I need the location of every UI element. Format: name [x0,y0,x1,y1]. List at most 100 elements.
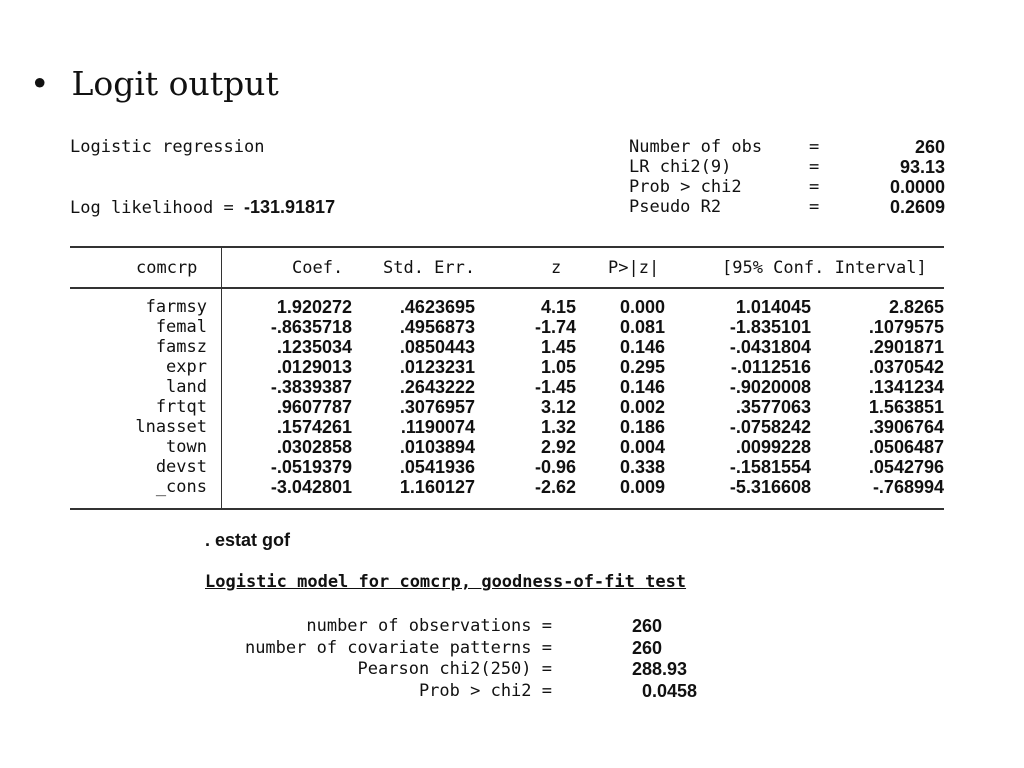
gof-value: 0.0458 [632,681,698,701]
slide-title-text: Logit output [71,64,279,103]
gof-row: Pearson chi2(250) = 288.93 [200,659,730,681]
cell-se: .3076957 [399,397,475,417]
cell-p: 0.000 [619,297,665,317]
cell-ci-low: -.9020008 [729,377,811,397]
cell-p: 0.004 [619,437,665,457]
gof-row: number of covariate patterns = 260 [200,638,730,660]
cell-var: frtqt [155,397,207,417]
stat-value: 0.0000 [889,177,945,197]
cell-var: land [166,377,207,397]
cell-coef: -.8635718 [270,317,352,337]
table-row: town .0302858 .0103894 2.92 0.004 .0099228 .05… [70,437,944,457]
cell-coef: 1.920272 [276,297,352,317]
stat-row: Number of obs = 260 [629,137,945,157]
cell-p: 0.295 [619,357,665,377]
cell-coef: .0302858 [276,437,352,457]
cell-z: -0.96 [534,457,576,477]
cell-z: 4.15 [540,297,576,317]
cell-coef: -3.042801 [270,477,352,497]
cell-ci-low: -5.316608 [729,477,811,497]
stat-label: LR chi2(9) [629,157,732,177]
cell-ci-low: .0099228 [735,437,811,457]
cell-se: 1.160127 [399,477,475,497]
cell-ci-high: .1341234 [868,377,944,397]
column-header-z: z [551,258,562,278]
gof-row: number of observations = 260 [200,616,730,638]
gof-title: Logistic model for comcrp, goodness-of-f… [205,572,687,592]
cell-p: 0.009 [619,477,665,497]
cell-coef: .1574261 [276,417,352,437]
cell-z: 3.12 [540,397,576,417]
slide-title: • Logit output [30,64,279,103]
gof-value: 260 [632,616,663,636]
cell-coef: .1235034 [276,337,352,357]
table-row: _cons -3.042801 1.160127 -2.62 0.009 -5.31660… [70,477,944,497]
table-rule-bottom [70,508,944,510]
cell-ci-low: -1.835101 [729,317,811,337]
gof-label: Prob > chi2 = [418,681,552,701]
model-title: Logistic regression [70,137,265,157]
cell-se: .0123231 [399,357,475,377]
cell-se: .2643222 [399,377,475,397]
bullet-icon: • [30,64,50,103]
cell-ci-low: 1.014045 [735,297,811,317]
table-row: expr .0129013 .0123231 1.05 0.295 -.0112516 .0… [70,357,944,377]
cell-p: 0.002 [619,397,665,417]
table-row: land -.3839387 .2643222 -1.45 0.146 -.9020008… [70,377,944,397]
cell-ci-high: .0506487 [868,437,944,457]
stat-value: 93.13 [899,157,945,177]
cell-se: .0103894 [399,437,475,457]
gof-label: Pearson chi2(250) = [357,659,552,679]
log-likelihood: Log likelihood = -131.91817 [70,197,335,218]
stat-value: 260 [914,137,945,157]
table-row: frtqt .9607787 .3076957 3.12 0.002 .3577063 1.… [70,397,944,417]
column-header-var: comcrp [136,258,198,278]
stat-row: LR chi2(9) = 93.13 [629,157,945,177]
stat-label: Prob > chi2 [629,177,742,197]
cell-ci-low: .3577063 [735,397,811,417]
cell-coef: .0129013 [276,357,352,377]
cell-se: .0541936 [399,457,475,477]
column-header-se: Std. Err. [383,258,476,278]
cell-ci-high: 2.8265 [888,297,944,317]
stat-row: Pseudo R2 = 0.2609 [629,197,945,217]
table-divider [221,246,222,510]
cell-p: 0.186 [619,417,665,437]
stat-label: Number of obs [629,137,763,157]
log-likelihood-value: -131.91817 [244,197,336,217]
cell-se: .0850443 [399,337,475,357]
cell-coef: .9607787 [276,397,352,417]
cell-var: _cons [155,477,207,497]
stat-eq: = [809,137,820,157]
stat-eq: = [809,157,820,177]
cell-ci-low: -.0431804 [729,337,811,357]
stat-eq: = [809,177,820,197]
cell-coef: -.0519379 [270,457,352,477]
table-row: farmsy 1.920272 .4623695 4.15 0.000 1.014045 2… [70,297,944,317]
stat-eq: = [809,197,820,217]
column-header-p: P>|z| [608,258,660,278]
cell-ci-high: 1.563851 [868,397,944,417]
cell-z: -1.74 [534,317,576,337]
cell-var: famsz [155,337,207,357]
cell-var: expr [166,357,207,377]
cell-ci-high: .1079575 [868,317,944,337]
table-rule-top [70,246,944,248]
column-header-ci: [95% Conf. Interval] [722,258,927,278]
cell-ci-high: .2901871 [868,337,944,357]
stat-label: Pseudo R2 [629,197,722,217]
table-row: famsz .1235034 .0850443 1.45 0.146 -.0431804.… [70,337,944,357]
cell-ci-low: -.1581554 [729,457,811,477]
gof-command: . estat gof [205,530,291,550]
cell-z: -1.45 [534,377,576,397]
cell-p: 0.146 [619,377,665,397]
stat-value: 0.2609 [889,197,945,217]
table-row: femal -.8635718 .4956873 -1.74 0.081 -1.83510… [70,317,944,337]
cell-se: .4623695 [399,297,475,317]
cell-p: 0.081 [619,317,665,337]
cell-var: devst [155,457,207,477]
cell-var: farmsy [145,297,207,317]
cell-var: town [166,437,207,457]
stat-row: Prob > chi2 = 0.0000 [629,177,945,197]
cell-coef: -.3839387 [270,377,352,397]
